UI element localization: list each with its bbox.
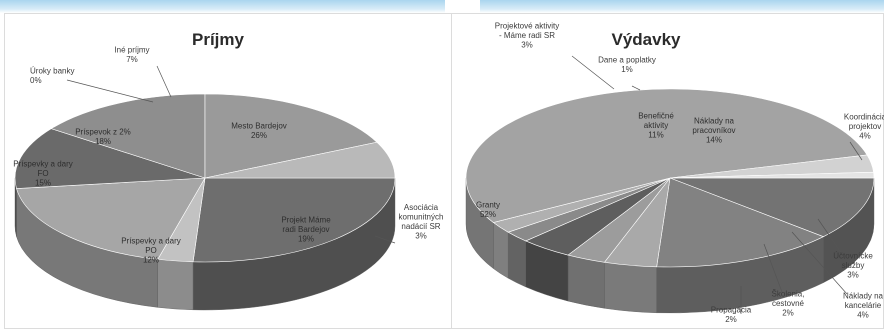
expense-label-7: Granty 52% <box>476 200 500 219</box>
income-label-3: Príspevky a dary PO 12% <box>121 237 181 265</box>
expense-leader-2 <box>849 141 863 161</box>
income-slice-3 <box>14 128 206 189</box>
expense-slice-side-5 <box>507 231 526 288</box>
income-slice-side-1 <box>157 259 194 311</box>
income-pie-chart: Príjmy Mesto Bardejov 26% Asociácia komunit… <box>13 30 443 311</box>
expense-leader-5 <box>763 243 783 293</box>
income-label-5: Príspevok z 2% 18% <box>75 127 131 146</box>
income-slice-5 <box>204 93 378 179</box>
income-label-4: Príspevky a dary FO 15% <box>13 160 73 188</box>
income-chart-title: Príjmy <box>192 30 245 49</box>
income-slice-0 <box>192 177 396 263</box>
expense-leader-9 <box>631 85 641 91</box>
expense-pie-sides <box>465 177 875 314</box>
expense-pie-labels: Benefičné aktivity 11% Náklady na pracovníko… <box>476 22 884 324</box>
income-label-6: Úroky banky 0% <box>30 66 74 85</box>
expense-pie-chart: Výdavky Benefičné aktivity 11% Náklady na pr… <box>465 22 884 324</box>
expense-leader-8 <box>571 55 615 90</box>
income-label-1: Asociácia komunitných nadácií SR 3% <box>399 203 444 241</box>
income-slice-7 <box>204 141 396 179</box>
expense-label-1: Náklady na pracovníkov 14% <box>692 117 735 145</box>
income-label-7: Iné príjmy 7% <box>114 45 149 64</box>
income-leader-6 <box>66 79 154 103</box>
income-label-0: Mesto Bardejov 26% <box>231 121 287 140</box>
expense-label-5: Školenia, cestovné 2% <box>772 290 805 318</box>
expense-leader-4 <box>791 231 848 295</box>
income-leader-1 <box>374 235 396 244</box>
expense-pie-top <box>465 88 875 268</box>
expense-slice-1 <box>656 177 825 268</box>
expense-slice-side-2 <box>604 262 657 314</box>
income-pie-labels: Mesto Bardejov 26% Asociácia komunitných nad… <box>13 45 443 264</box>
expense-label-6: Propagácia 2% <box>711 305 752 324</box>
income-slice-4 <box>50 93 206 179</box>
header-band-right <box>480 0 884 13</box>
expense-label-9: Dane a poplatky 1% <box>598 55 656 74</box>
expense-slice-side-3 <box>567 254 605 309</box>
expense-slice-9 <box>669 171 875 179</box>
expense-leader-3 <box>817 218 843 255</box>
expense-slice-7 <box>465 88 868 223</box>
header-band-left <box>0 0 445 13</box>
expense-label-3: Účtovnícke služby 3% <box>833 252 873 280</box>
expense-label-8: Projektové aktivity - Máme radi SR 3% <box>495 22 559 50</box>
income-label-2: Projekt Máme radi Bardejov 19% <box>281 216 331 244</box>
expense-chart-title: Výdavky <box>612 30 682 49</box>
income-pie-top <box>14 93 396 263</box>
expense-label-2: Koordinácia projektov 4% <box>844 113 884 141</box>
expense-label-4: Náklady na kancelárie 4% <box>843 292 884 320</box>
expense-chart-panel: Výdavky Benefičné aktivity 11% Náklady na pr… <box>452 13 884 329</box>
income-slice-2 <box>16 177 206 260</box>
expense-label-0: Benefičné aktivity 11% <box>638 112 674 140</box>
expense-slice-0 <box>669 177 875 238</box>
income-chart-panel: Príjmy Mesto Bardejov 26% Asociácia komunit… <box>4 13 452 329</box>
income-leader-7 <box>156 65 172 98</box>
